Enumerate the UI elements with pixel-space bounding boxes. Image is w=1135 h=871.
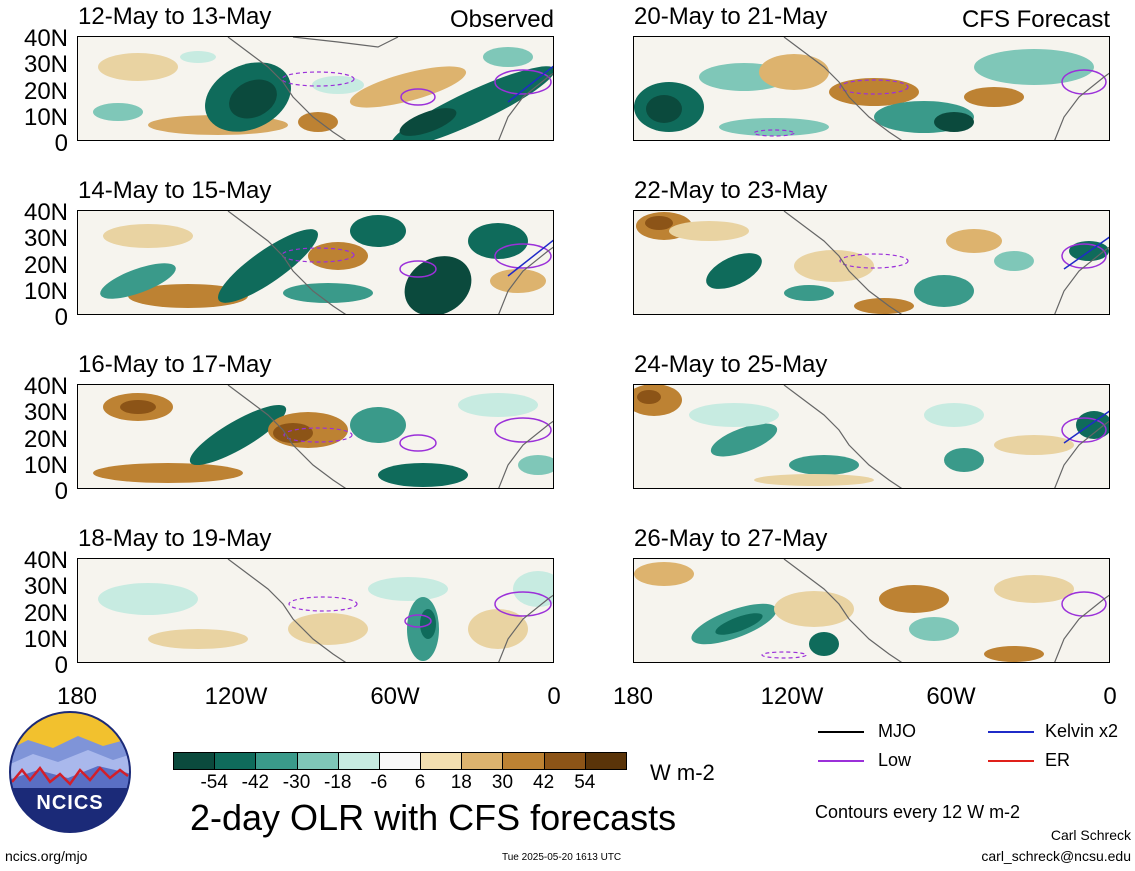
legend-label: MJO bbox=[878, 721, 916, 741]
lat-label: 20N bbox=[23, 426, 68, 453]
lat-label: 30N bbox=[23, 573, 68, 600]
colorbar-tick-label: -18 bbox=[323, 772, 352, 793]
lon-label: 0 bbox=[1103, 683, 1117, 710]
colorbar-cell bbox=[337, 752, 380, 770]
colorbar-tick-label: 30 bbox=[491, 772, 514, 793]
panel-title: 24-May to 25-May bbox=[634, 351, 828, 378]
olr-map-panel-forecast-3 bbox=[633, 384, 1110, 489]
olr-map-panel-observed-4 bbox=[77, 558, 554, 663]
lat-label: 30N bbox=[23, 51, 68, 78]
lat-label: 10N bbox=[23, 278, 68, 305]
footer-url[interactable]: ncics.org/mjo bbox=[5, 848, 88, 864]
colorbar-cell bbox=[420, 752, 463, 770]
legend-label: Low bbox=[878, 750, 912, 770]
olr-map-panel-forecast-2 bbox=[633, 210, 1110, 315]
lon-label: 120W bbox=[760, 683, 824, 710]
logo-text: NCICS bbox=[36, 792, 104, 814]
lat-label: 0 bbox=[54, 130, 68, 157]
main-title: 2-day OLR with CFS forecasts bbox=[190, 797, 677, 838]
colorbar-cell bbox=[296, 752, 339, 770]
lat-label: 40N bbox=[23, 199, 68, 226]
olr-map-panel-observed-3 bbox=[77, 384, 554, 489]
lat-label: 20N bbox=[23, 600, 68, 627]
olr-map-panel-observed-1 bbox=[77, 36, 554, 141]
lon-label: 180 bbox=[56, 683, 98, 710]
panel-title: 26-May to 27-May bbox=[634, 525, 828, 552]
colorbar-tick-label: 54 bbox=[574, 772, 596, 793]
lat-label: 30N bbox=[23, 399, 68, 426]
lon-label: 120W bbox=[204, 683, 268, 710]
legend-swatch-er bbox=[988, 760, 1034, 762]
lat-label: 20N bbox=[23, 78, 68, 105]
colorbar-cell bbox=[378, 752, 422, 770]
colorbar-cell bbox=[255, 752, 298, 770]
footer-timestamp: Tue 2025-05-20 1613 UTC bbox=[502, 852, 622, 863]
colorbar-tick-label: 6 bbox=[414, 772, 426, 793]
panel-title: 12-May to 13-May bbox=[78, 3, 272, 30]
colorbar-tick-label: -42 bbox=[241, 772, 270, 793]
colorbar-cell bbox=[584, 752, 627, 770]
lat-label: 40N bbox=[23, 547, 68, 574]
lon-label: 180 bbox=[612, 683, 654, 710]
colorbar-tick-labels: -54 -42 -30 -18 -6 6 18 30 42 54 bbox=[173, 773, 626, 795]
footer-email[interactable]: carl_schreck@ncsu.edu bbox=[981, 848, 1131, 864]
lat-label: 10N bbox=[23, 104, 68, 131]
footer-author: Carl Schreck bbox=[1050, 827, 1131, 843]
colorbar-cell bbox=[543, 752, 586, 770]
colorbar-tick-label: -6 bbox=[370, 772, 388, 793]
lon-label: 0 bbox=[547, 683, 561, 710]
panel-title: 22-May to 23-May bbox=[634, 177, 828, 204]
olr-map-panel-observed-2 bbox=[77, 210, 554, 315]
legend-label: ER bbox=[1045, 750, 1071, 770]
colorbar-tick-label: 18 bbox=[450, 772, 472, 793]
panel-title: 18-May to 19-May bbox=[78, 525, 272, 552]
colorbar-cell bbox=[173, 752, 216, 770]
colorbar-tick-label: 42 bbox=[533, 772, 555, 793]
lat-label: 0 bbox=[54, 652, 68, 679]
legend-swatch-low bbox=[818, 760, 864, 762]
ncics-logo: NCICS bbox=[8, 710, 132, 834]
panel-title: 16-May to 17-May bbox=[78, 351, 272, 378]
lat-label: 10N bbox=[23, 452, 68, 479]
legend-label: Kelvin x2 bbox=[1045, 721, 1119, 741]
panel-title: 20-May to 21-May bbox=[634, 3, 828, 30]
lat-label: 40N bbox=[23, 373, 68, 400]
lat-label: 40N bbox=[23, 25, 68, 52]
olr-map-panel-forecast-4 bbox=[633, 558, 1110, 663]
colorbar bbox=[173, 752, 627, 770]
lat-label: 10N bbox=[23, 626, 68, 653]
legend-swatch-mjo bbox=[818, 731, 864, 733]
colorbar-tick-label: -30 bbox=[282, 772, 311, 793]
colorbar-cell bbox=[461, 752, 504, 770]
cfs-forecast-label: CFS Forecast bbox=[961, 6, 1110, 33]
lat-label: 0 bbox=[54, 304, 68, 331]
legend-swatch-kelvin bbox=[988, 731, 1034, 733]
lat-label: 30N bbox=[23, 225, 68, 252]
colorbar-cell bbox=[214, 752, 257, 770]
observed-label: Observed bbox=[449, 6, 554, 33]
colorbar-units: W m-2 bbox=[650, 760, 715, 785]
olr-map-panel-forecast-1 bbox=[633, 36, 1110, 141]
colorbar-cell bbox=[502, 752, 545, 770]
contours-note: Contours every 12 W m-2 bbox=[815, 802, 1021, 822]
lon-label: 60W bbox=[926, 683, 976, 710]
panel-title: 14-May to 15-May bbox=[78, 177, 272, 204]
lat-label: 0 bbox=[54, 478, 68, 505]
colorbar-tick-label: -54 bbox=[200, 772, 228, 793]
lat-label: 20N bbox=[23, 252, 68, 279]
lon-label: 60W bbox=[370, 683, 420, 710]
